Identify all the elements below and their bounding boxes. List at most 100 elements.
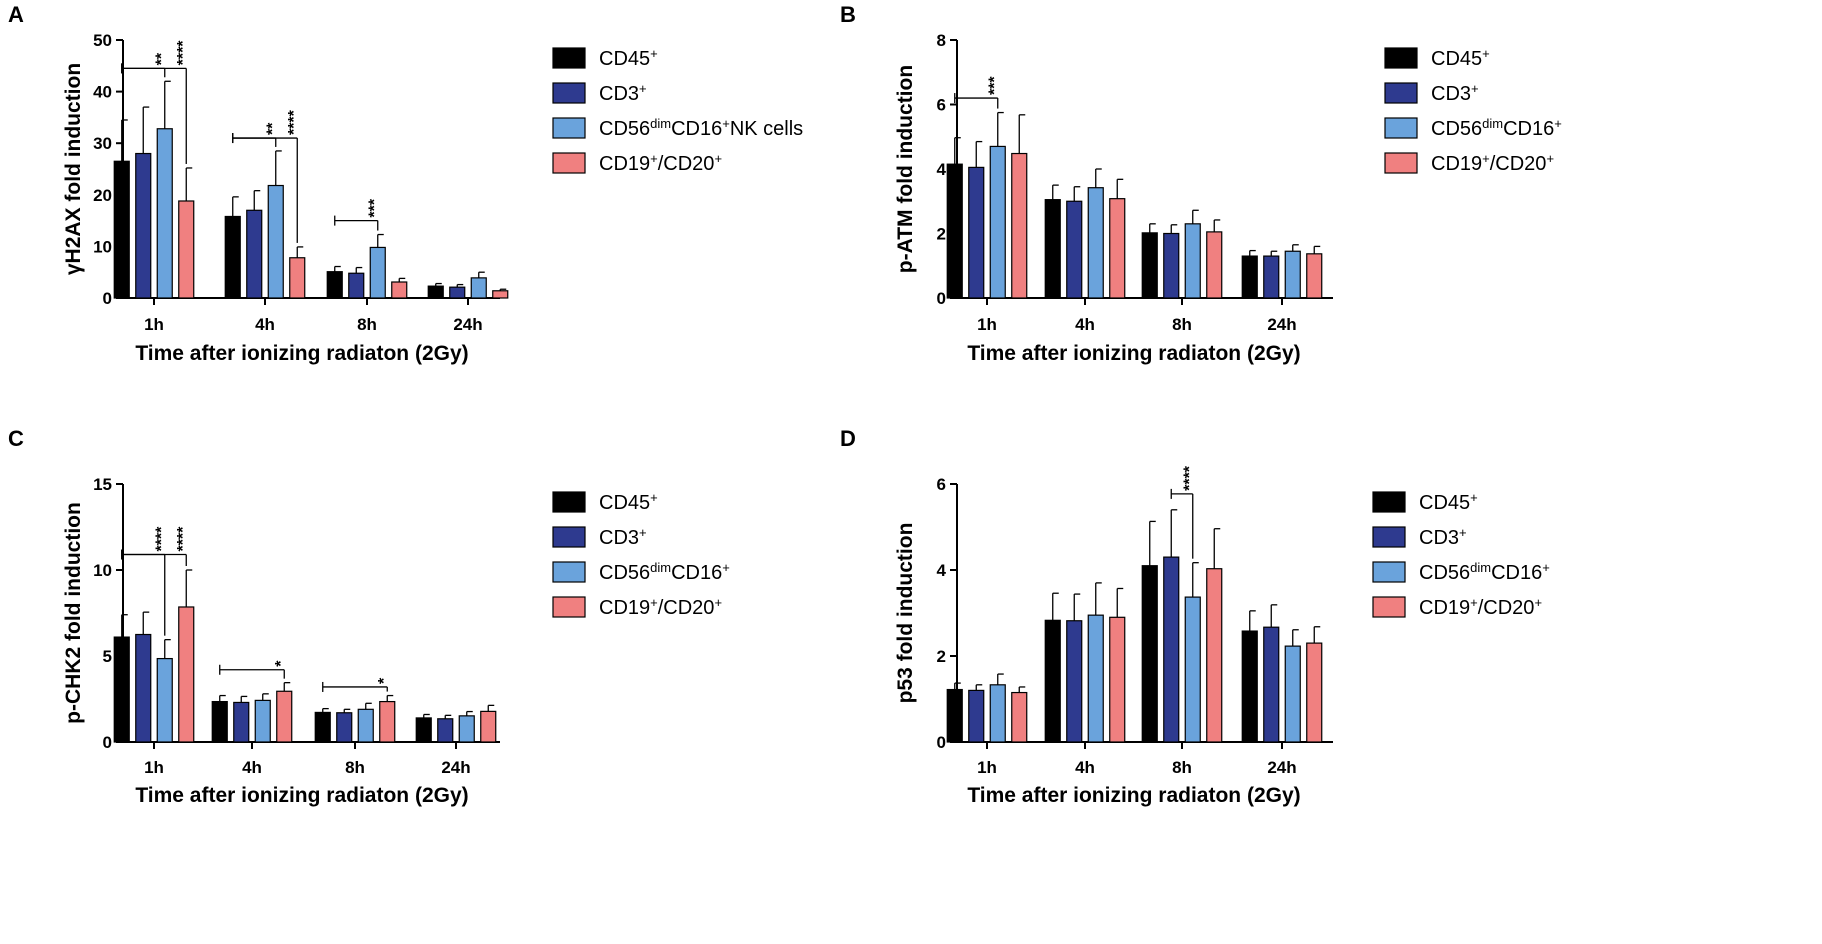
bar-cd45-1h: [946, 688, 963, 743]
legend-text: CD19: [599, 153, 650, 175]
x-tick-label: 8h: [357, 315, 377, 334]
legend-text: CD56: [599, 562, 650, 584]
legend-text: CD45: [599, 48, 650, 70]
legend-swatch: [1384, 47, 1418, 69]
legend-text: CD45: [1419, 492, 1470, 514]
legend-superscript: +: [1471, 81, 1479, 96]
legend-superscript: dim: [650, 116, 671, 131]
significance-stars: *: [273, 660, 290, 667]
bar-cd3-1h: [135, 633, 152, 743]
legend-label: CD56dimCD16+NK cells: [599, 116, 803, 141]
bar-nk-8h: [1184, 596, 1201, 743]
legend-item-nk: CD56dimCD16+: [1384, 116, 1562, 140]
panel-d: D 0 2 4 6 p53 fold induction 1h 4h 8h 24h **** Time…: [840, 426, 1550, 807]
legend-text: CD3: [1419, 527, 1459, 549]
legend-superscript: +: [650, 46, 658, 61]
legend-label: CD45+: [1419, 490, 1478, 515]
bar-nk-8h: [369, 246, 386, 299]
legend-swatch: [1372, 561, 1406, 583]
y-tick-label: 4: [937, 561, 947, 580]
bar-cd45-8h: [314, 711, 331, 743]
bar-cd3-8h: [1163, 232, 1180, 299]
y-axis-title: p-ATM fold induction: [894, 65, 917, 273]
bar-b-8h: [1206, 231, 1223, 299]
bar-b-4h: [289, 257, 306, 299]
y-tick-label: 6: [937, 475, 946, 494]
bar-nk-24h: [470, 277, 487, 299]
significance-stars: ****: [1182, 465, 1199, 491]
bar-b-8h: [391, 281, 408, 299]
bar-cd3-1h: [968, 166, 985, 299]
bar-cd3-4h: [1066, 200, 1083, 299]
bar-b-8h: [379, 700, 396, 743]
y-tick-label: 5: [103, 647, 112, 666]
legend-text: /CD20: [1490, 153, 1547, 175]
significance-stars: ****: [175, 40, 192, 66]
bar-cd3-8h: [348, 272, 365, 299]
y-tick-label: 2: [937, 647, 946, 666]
significance-stars: ****: [154, 526, 171, 552]
legend-label: CD19+/CD20+: [599, 151, 722, 176]
significance-stars: ****: [286, 109, 303, 135]
legend-superscript: dim: [650, 560, 671, 575]
bar-cd3-24h: [1263, 255, 1280, 299]
legend-text: CD56: [599, 118, 650, 140]
legend-swatch: [1372, 596, 1406, 618]
legend-swatch: [552, 561, 586, 583]
legend-item-b: CD19+/CD20+: [552, 151, 722, 176]
y-tick-label: 0: [103, 733, 112, 752]
bar-cd45-4h: [224, 215, 241, 299]
legend-superscript: +: [714, 595, 722, 610]
legend-superscript: +: [650, 151, 658, 166]
x-axis-title: Time after ionizing radiaton (2Gy): [967, 784, 1300, 807]
bar-nk-4h: [1087, 187, 1104, 299]
legend-text: CD19: [1419, 597, 1470, 619]
significance-stars: ****: [175, 526, 192, 552]
bar-cd45-1h: [113, 160, 130, 299]
legend-text: CD16: [1491, 562, 1542, 584]
significance-bracket: ****: [121, 40, 192, 164]
significance-bracket: ****: [121, 526, 171, 636]
y-tick-label: 20: [93, 186, 112, 205]
legend-label: CD19+/CD20+: [1419, 595, 1542, 620]
legend-superscript: +: [650, 490, 658, 505]
legend-superscript: +: [722, 560, 730, 575]
y-tick-label: 4: [937, 160, 947, 179]
legend-swatch: [1384, 82, 1418, 104]
legend-label: CD56dimCD16+: [1419, 560, 1550, 585]
bar-nk-24h: [1284, 645, 1301, 743]
bar-nk-4h: [1087, 614, 1104, 743]
bar-cd3-24h: [449, 286, 466, 299]
legend-superscript: +: [722, 116, 730, 131]
x-axis-title: Time after ionizing radiaton (2Gy): [135, 784, 468, 807]
legend-swatch: [1372, 526, 1406, 548]
y-tick-label: 0: [937, 733, 946, 752]
y-tick-label: 8: [937, 31, 946, 50]
bar-cd45-1h: [113, 636, 130, 743]
y-tick-label: 40: [93, 83, 112, 102]
bar-cd45-8h: [326, 271, 343, 299]
x-tick-label: 1h: [977, 315, 997, 334]
significance-stars: ***: [987, 76, 1004, 95]
legend-swatch: [552, 526, 586, 548]
significance-stars: ***: [367, 198, 384, 217]
bar-b-24h: [492, 290, 509, 299]
legend-superscript: dim: [1482, 116, 1503, 131]
bar-cd45-4h: [1044, 199, 1061, 299]
bar-cd45-4h: [1044, 619, 1061, 743]
legend-superscript: +: [1554, 116, 1562, 131]
bar-nk-24h: [458, 715, 475, 743]
x-tick-label: 24h: [441, 758, 470, 777]
bar-nk-1h: [156, 657, 173, 743]
legend-swatch: [552, 491, 586, 513]
y-axis-title: p-CHK2 fold induction: [62, 502, 85, 724]
bar-cd45-24h: [415, 717, 432, 743]
legend-item-cd45: CD45+: [1372, 490, 1478, 515]
bar-cd3-8h: [1163, 556, 1180, 743]
bar-nk-4h: [267, 184, 284, 299]
legend-label: CD3+: [1431, 81, 1479, 106]
x-tick-label: 1h: [144, 315, 164, 334]
bar-b-4h: [1109, 616, 1126, 743]
legend-text: CD16: [671, 562, 722, 584]
bar-b-1h: [178, 606, 195, 743]
